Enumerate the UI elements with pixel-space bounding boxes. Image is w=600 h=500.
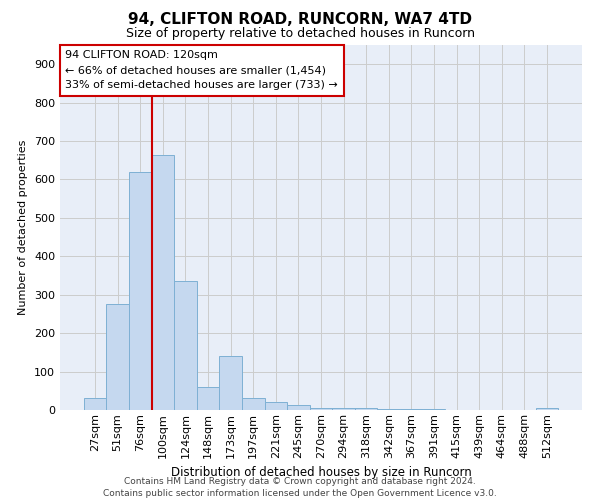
Text: 94 CLIFTON ROAD: 120sqm
← 66% of detached houses are smaller (1,454)
33% of semi: 94 CLIFTON ROAD: 120sqm ← 66% of detache… <box>65 50 338 90</box>
Bar <box>106 304 129 410</box>
Bar <box>422 409 445 410</box>
Bar <box>174 282 197 410</box>
Text: Size of property relative to detached houses in Runcorn: Size of property relative to detached ho… <box>125 28 475 40</box>
Y-axis label: Number of detached properties: Number of detached properties <box>19 140 28 315</box>
Bar <box>377 409 400 410</box>
Bar <box>265 402 287 410</box>
Text: Contains HM Land Registry data © Crown copyright and database right 2024.
Contai: Contains HM Land Registry data © Crown c… <box>103 476 497 498</box>
Bar <box>310 408 332 410</box>
Bar <box>400 409 422 410</box>
Text: 94, CLIFTON ROAD, RUNCORN, WA7 4TD: 94, CLIFTON ROAD, RUNCORN, WA7 4TD <box>128 12 472 28</box>
Bar <box>197 387 220 410</box>
Bar <box>332 408 355 410</box>
Bar <box>84 398 106 410</box>
X-axis label: Distribution of detached houses by size in Runcorn: Distribution of detached houses by size … <box>170 466 472 479</box>
Bar <box>220 356 242 410</box>
Bar <box>129 172 152 410</box>
Bar <box>287 406 310 410</box>
Bar <box>242 398 265 410</box>
Bar <box>536 408 558 410</box>
Bar <box>355 408 377 410</box>
Bar <box>152 154 174 410</box>
